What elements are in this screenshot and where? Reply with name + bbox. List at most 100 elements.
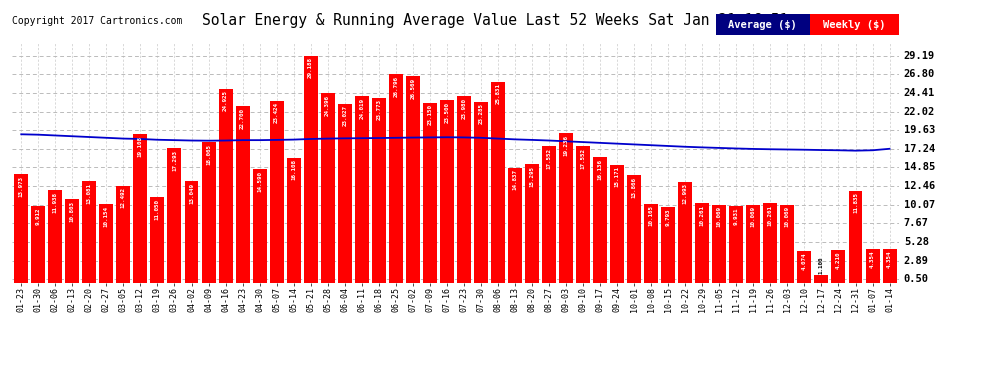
Text: 15.295: 15.295: [530, 165, 535, 186]
Bar: [746, 205, 760, 283]
Text: 13.973: 13.973: [19, 176, 24, 197]
Bar: [252, 170, 266, 283]
Bar: [99, 204, 113, 283]
Text: 19.108: 19.108: [138, 136, 143, 157]
Bar: [525, 164, 539, 283]
Text: 23.150: 23.150: [428, 104, 433, 125]
Bar: [321, 93, 335, 283]
Bar: [184, 182, 198, 283]
Text: 9.931: 9.931: [734, 207, 739, 225]
Bar: [593, 158, 607, 283]
Bar: [287, 158, 301, 283]
Text: 22.02: 22.02: [904, 106, 936, 117]
Text: 9.793: 9.793: [665, 209, 670, 226]
Bar: [491, 82, 505, 283]
Text: 4.354: 4.354: [887, 251, 892, 268]
Text: 12.46: 12.46: [904, 181, 936, 191]
Bar: [269, 100, 283, 283]
Bar: [354, 96, 368, 283]
Text: 10.069: 10.069: [785, 206, 790, 227]
Bar: [338, 104, 351, 283]
Text: 18.065: 18.065: [206, 144, 211, 165]
Bar: [763, 203, 777, 283]
Bar: [865, 249, 879, 283]
Bar: [457, 96, 471, 283]
Text: 26.796: 26.796: [393, 76, 398, 97]
Bar: [65, 199, 79, 283]
Text: 23.980: 23.980: [461, 98, 466, 119]
Text: 23.500: 23.500: [445, 102, 449, 123]
Text: 22.700: 22.700: [241, 108, 246, 129]
Text: Solar Energy & Running Average Value Last 52 Weeks Sat Jan 21 16:51: Solar Energy & Running Average Value Las…: [202, 13, 788, 28]
Text: 14.837: 14.837: [513, 169, 518, 190]
Text: 10.261: 10.261: [700, 205, 705, 226]
Text: 10.069: 10.069: [750, 206, 755, 227]
Text: 17.552: 17.552: [580, 148, 586, 169]
Text: 24.41: 24.41: [904, 88, 936, 98]
Text: 13.049: 13.049: [189, 183, 194, 204]
Text: 23.027: 23.027: [343, 105, 347, 126]
Bar: [406, 76, 420, 283]
Bar: [389, 74, 403, 283]
Text: 13.081: 13.081: [87, 183, 92, 204]
Text: 10.154: 10.154: [104, 206, 109, 226]
Bar: [32, 206, 46, 283]
Bar: [167, 148, 181, 283]
Text: 5.28: 5.28: [904, 237, 929, 247]
Text: 11.938: 11.938: [52, 192, 57, 213]
Bar: [14, 174, 29, 283]
Bar: [832, 251, 845, 283]
Text: 10.069: 10.069: [717, 206, 722, 227]
Bar: [798, 251, 812, 283]
Text: 26.80: 26.80: [904, 69, 936, 79]
Text: 12.492: 12.492: [121, 188, 126, 209]
Bar: [134, 134, 148, 283]
Text: 17.293: 17.293: [172, 150, 177, 171]
Bar: [882, 249, 897, 283]
Bar: [730, 206, 743, 283]
Text: 23.424: 23.424: [274, 102, 279, 123]
Text: 14.590: 14.590: [257, 171, 262, 192]
Text: 17.552: 17.552: [546, 148, 551, 169]
Text: 16.136: 16.136: [598, 159, 603, 180]
Text: 10.07: 10.07: [904, 200, 936, 210]
Text: 29.188: 29.188: [308, 57, 313, 78]
Bar: [117, 186, 131, 283]
Bar: [236, 106, 249, 283]
Text: 4.354: 4.354: [870, 251, 875, 268]
Text: 2.89: 2.89: [904, 256, 929, 266]
Text: 4.074: 4.074: [802, 253, 807, 270]
Bar: [695, 203, 709, 283]
Text: 16.108: 16.108: [291, 159, 296, 180]
Bar: [202, 142, 216, 283]
Bar: [576, 146, 590, 283]
Text: 26.569: 26.569: [410, 78, 416, 99]
Text: Weekly ($): Weekly ($): [823, 20, 886, 30]
Bar: [543, 146, 556, 283]
Text: 1.100: 1.100: [819, 256, 824, 274]
Text: 10.803: 10.803: [70, 201, 75, 222]
Bar: [713, 205, 727, 283]
Text: 15.171: 15.171: [615, 166, 620, 188]
Bar: [815, 274, 829, 283]
Text: 14.85: 14.85: [904, 162, 936, 172]
Text: 0.50: 0.50: [904, 274, 929, 284]
Text: 10.261: 10.261: [768, 205, 773, 226]
Bar: [219, 89, 233, 283]
Bar: [610, 165, 624, 283]
Text: 24.925: 24.925: [223, 90, 228, 111]
Text: 12.993: 12.993: [683, 183, 688, 204]
Text: 4.210: 4.210: [836, 252, 841, 269]
Bar: [304, 56, 318, 283]
Text: 9.912: 9.912: [36, 207, 41, 225]
Bar: [848, 191, 862, 283]
Bar: [49, 190, 62, 283]
Bar: [440, 100, 453, 283]
Text: Copyright 2017 Cartronics.com: Copyright 2017 Cartronics.com: [12, 16, 182, 26]
Text: 19.236: 19.236: [563, 135, 568, 156]
Text: 19.63: 19.63: [904, 125, 936, 135]
Bar: [150, 197, 164, 283]
Text: 10.165: 10.165: [648, 206, 653, 226]
Text: 23.285: 23.285: [478, 103, 483, 124]
Bar: [82, 181, 96, 283]
